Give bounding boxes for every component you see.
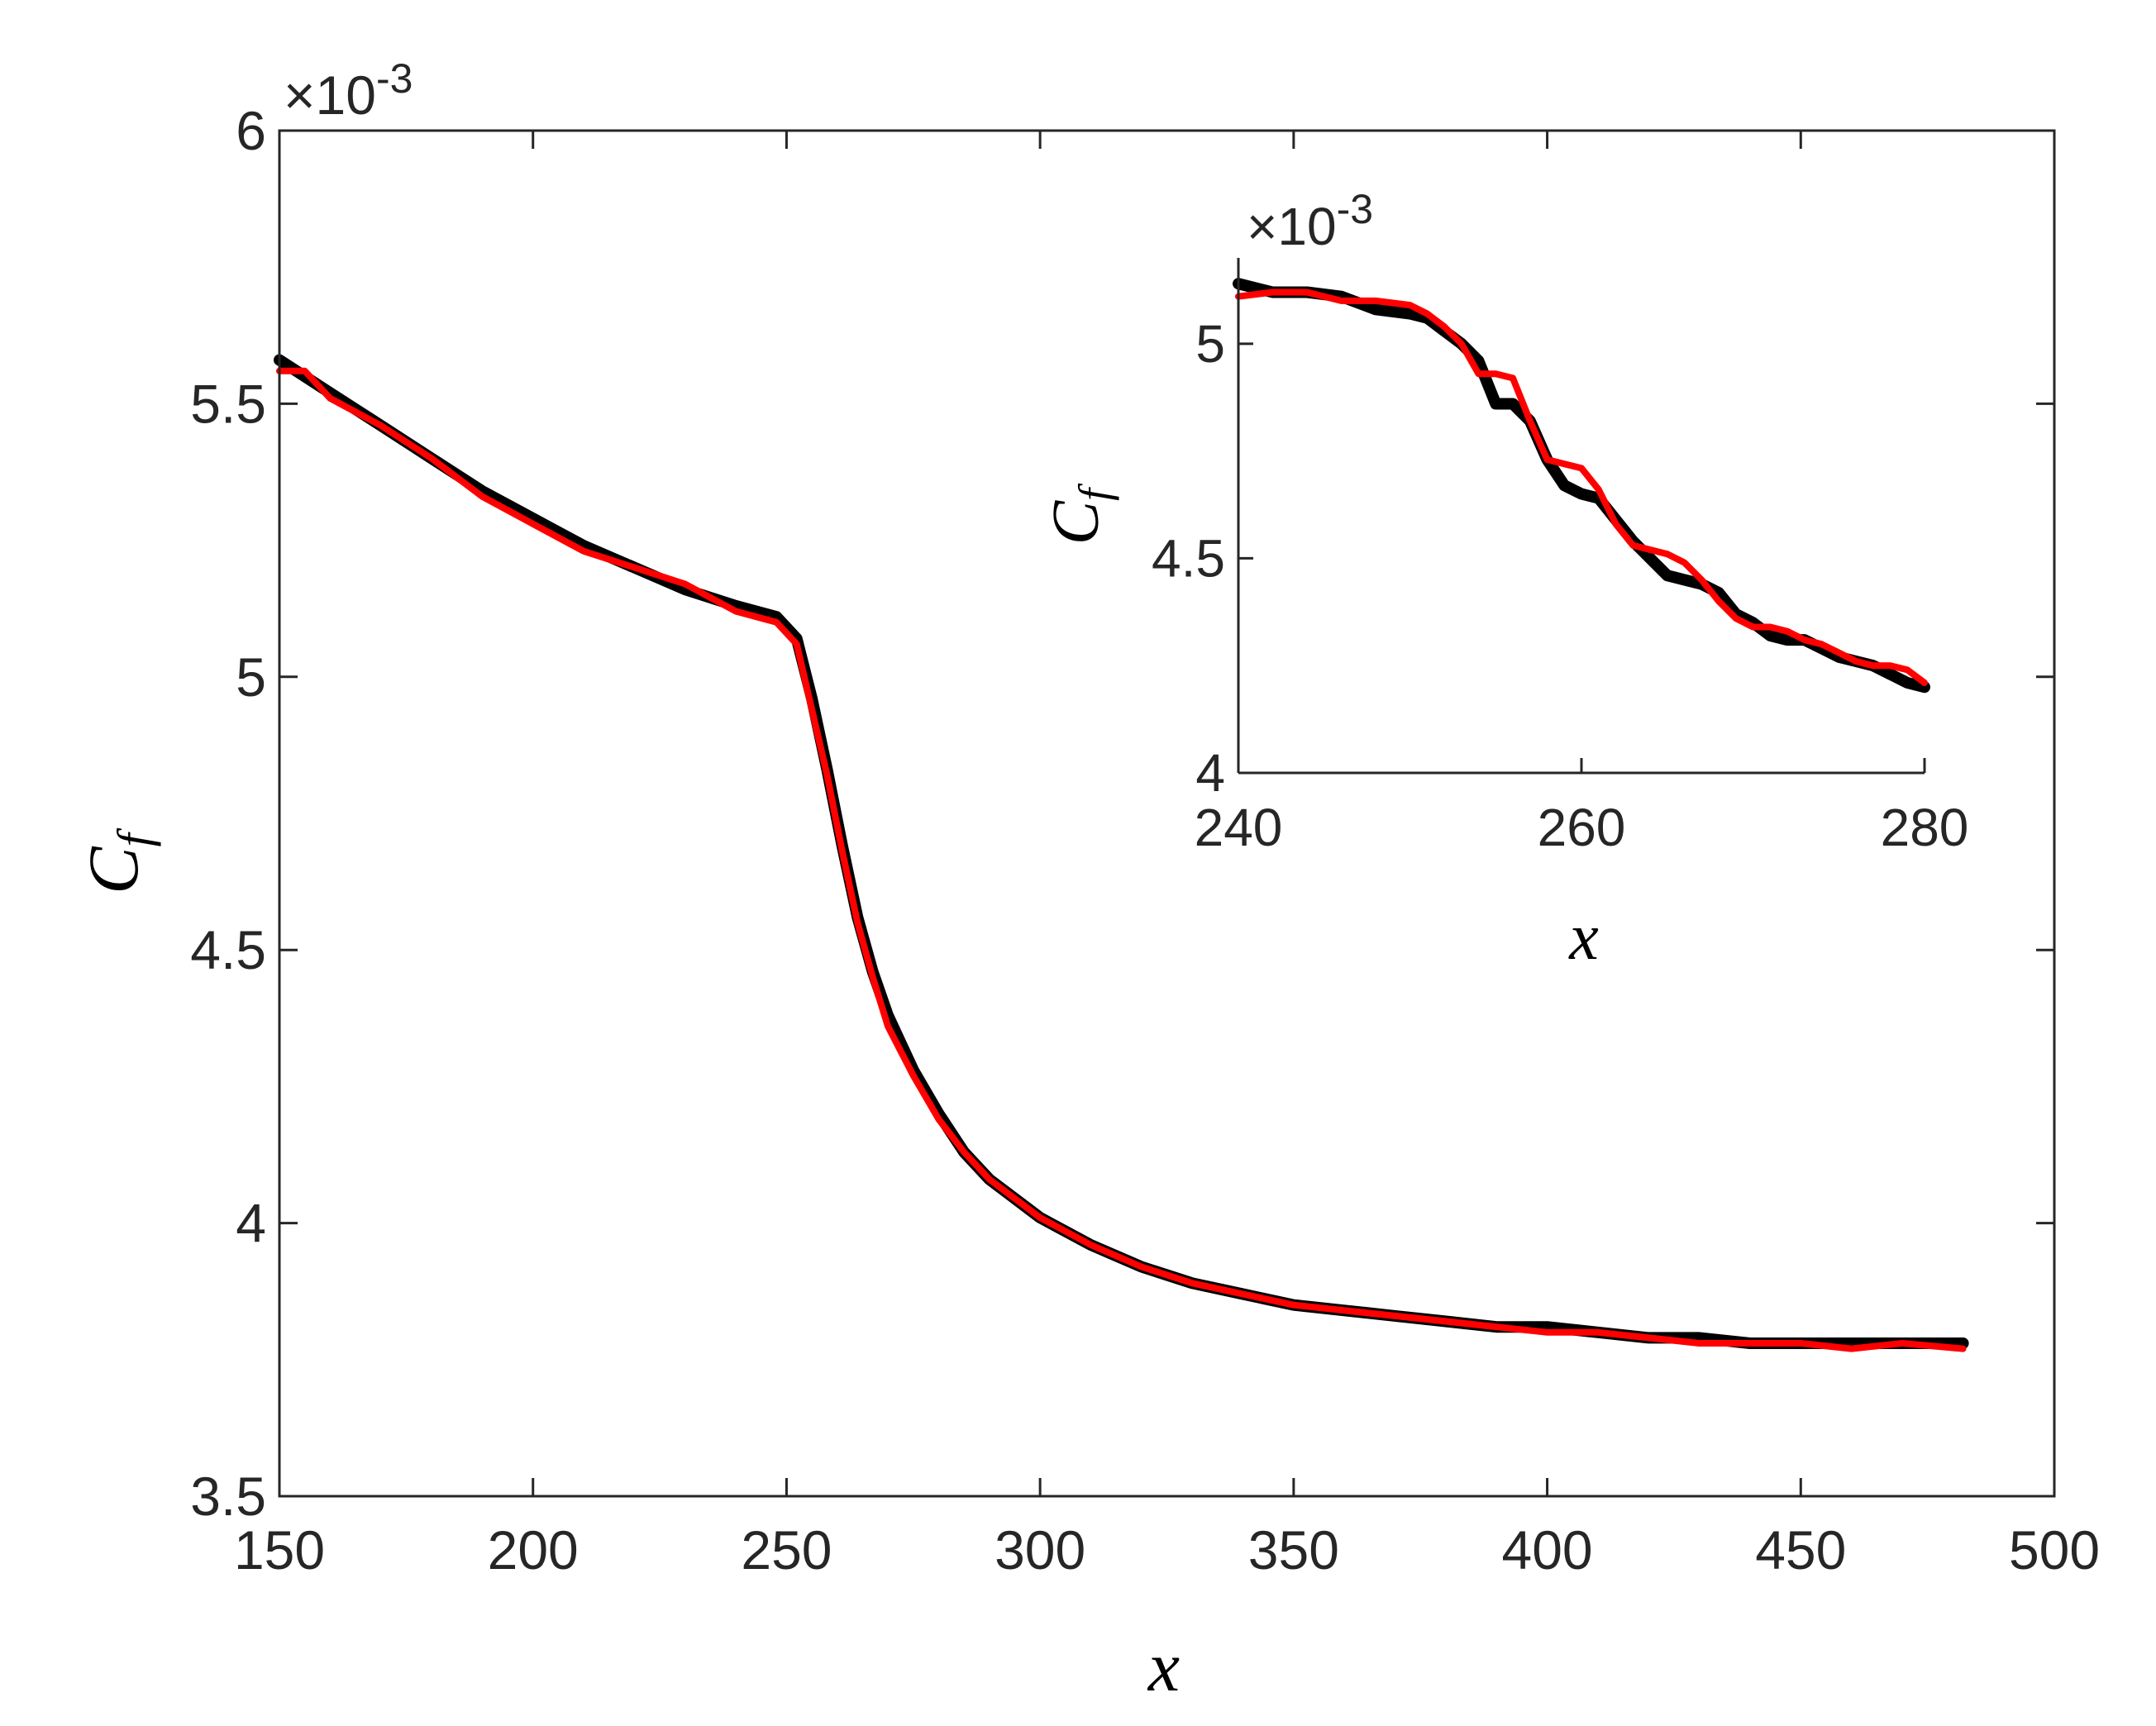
main-y-tick-label: 4.5 xyxy=(190,919,266,980)
main-x-axis-label: x xyxy=(1147,1627,1180,1706)
main-x-tick-label: 400 xyxy=(1502,1519,1593,1581)
inset-x-tick-label: 280 xyxy=(1881,798,1969,857)
main-x-tick-label: 150 xyxy=(234,1519,325,1581)
inset-series-line-red xyxy=(1235,288,1928,686)
inset-y-exponent-label: ×10-3 xyxy=(1247,186,1373,256)
inset-y-tick-label: 4.5 xyxy=(1152,528,1225,588)
main-x-tick-label: 250 xyxy=(741,1519,832,1581)
main-y-axis-label-group: Cf xyxy=(74,827,161,894)
main-series-group xyxy=(274,354,1969,1352)
main-y-exponent-label: ×10-3 xyxy=(284,55,413,126)
inset-y-ticks: 44.55 xyxy=(1152,314,1253,803)
inset-x-axis-label: x xyxy=(1568,901,1599,974)
main-x-tick-label: 300 xyxy=(995,1519,1085,1581)
inset-y-axis-label: Cf xyxy=(1040,483,1119,545)
inset-x-tick-label: 260 xyxy=(1538,798,1626,857)
main-x-tick-label: 350 xyxy=(1248,1519,1339,1581)
inset-x-tick-label: 240 xyxy=(1195,798,1283,857)
inset-y-tick-label: 4 xyxy=(1195,743,1225,803)
inset-series-group xyxy=(1233,278,1930,694)
main-plot: 150 200 250 300 350 400 450 500 3.544.555.56 ×1… xyxy=(74,55,2100,1706)
inset-y-axis-label-group: Cf xyxy=(1040,483,1119,545)
main-y-tick-label: 6 xyxy=(236,100,266,161)
inset-y-tick-label: 5 xyxy=(1195,314,1225,374)
main-y-exponent-power: -3 xyxy=(376,55,413,102)
main-y-ticks: 3.544.555.56 xyxy=(190,100,2054,1527)
main-x-tick-label: 200 xyxy=(488,1519,579,1581)
main-axes-frame xyxy=(278,129,2056,1498)
main-x-tick-label: 450 xyxy=(1755,1519,1846,1581)
main-y-tick-label: 4 xyxy=(236,1193,266,1254)
inset-y-axis-label-main: C xyxy=(1040,499,1113,545)
inset-plot: 240 260 280 44.55 ×10-3 x Cf xyxy=(1040,186,1968,974)
inset-y-exponent-base: ×10 xyxy=(1247,197,1337,256)
main-y-tick-label: 5 xyxy=(236,646,266,708)
main-y-axis-label: Cf xyxy=(74,827,161,894)
main-x-ticks: 150 200 250 300 350 400 450 500 xyxy=(234,131,2100,1581)
inset-y-exponent-power: -3 xyxy=(1337,186,1373,232)
inset-x-ticks: 240 260 280 xyxy=(1195,758,1969,857)
main-x-tick-label: 500 xyxy=(2009,1519,2100,1581)
main-y-tick-label: 3.5 xyxy=(190,1466,266,1527)
main-y-tick-label: 5.5 xyxy=(190,373,266,434)
main-y-axis-label-main: C xyxy=(74,846,153,894)
main-y-exponent-base: ×10 xyxy=(284,64,376,126)
main-series-line-red xyxy=(276,367,1967,1352)
